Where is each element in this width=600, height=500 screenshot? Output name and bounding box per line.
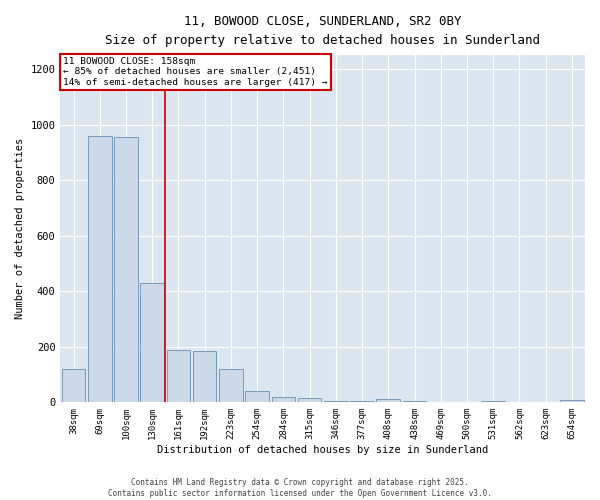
Bar xyxy=(376,399,400,402)
Bar xyxy=(350,401,374,402)
X-axis label: Distribution of detached houses by size in Sunderland: Distribution of detached houses by size … xyxy=(157,445,488,455)
Bar xyxy=(62,369,85,402)
Bar xyxy=(403,401,427,402)
Title: 11, BOWOOD CLOSE, SUNDERLAND, SR2 0BY
Size of property relative to detached hous: 11, BOWOOD CLOSE, SUNDERLAND, SR2 0BY Si… xyxy=(105,15,540,47)
Bar xyxy=(298,398,322,402)
Bar xyxy=(245,391,269,402)
Bar xyxy=(481,401,505,402)
Text: Contains HM Land Registry data © Crown copyright and database right 2025.
Contai: Contains HM Land Registry data © Crown c… xyxy=(108,478,492,498)
Bar xyxy=(272,398,295,402)
Bar xyxy=(193,351,217,403)
Bar xyxy=(88,136,112,402)
Bar xyxy=(114,137,138,402)
Bar xyxy=(560,400,584,402)
Y-axis label: Number of detached properties: Number of detached properties xyxy=(15,138,25,320)
Bar xyxy=(324,401,347,402)
Bar xyxy=(167,350,190,403)
Text: 11 BOWOOD CLOSE: 158sqm
← 85% of detached houses are smaller (2,451)
14% of semi: 11 BOWOOD CLOSE: 158sqm ← 85% of detache… xyxy=(63,57,328,86)
Bar xyxy=(219,369,243,402)
Bar xyxy=(140,283,164,403)
